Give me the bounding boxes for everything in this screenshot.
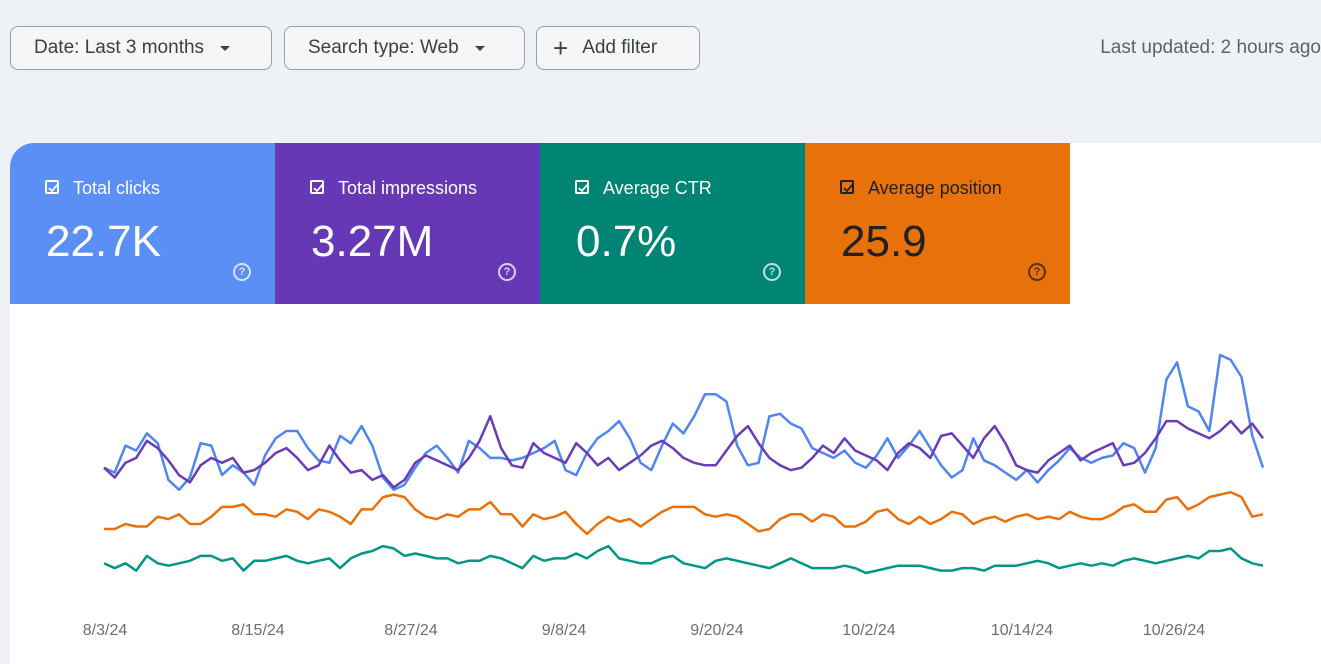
search-type-filter-button[interactable]: Search type: Web xyxy=(284,26,525,70)
search-type-filter-label: Search type: Web xyxy=(308,37,459,58)
date-filter-button[interactable]: Date: Last 3 months xyxy=(10,26,272,70)
metric-label: Average CTR xyxy=(603,178,712,198)
chevron-down-icon xyxy=(474,45,485,51)
metric-card-total-impressions[interactable]: Total impressions 3.27M? xyxy=(275,143,540,304)
help-icon[interactable]: ? xyxy=(1028,263,1046,281)
x-tick-label: 10/2/24 xyxy=(842,622,895,639)
metric-value: 3.27M xyxy=(311,217,434,266)
metric-card-average-ctr[interactable]: Average CTR 0.7%? xyxy=(540,143,805,304)
metric-card-total-clicks[interactable]: Total clicks 22.7K? xyxy=(10,143,275,304)
add-filter-button[interactable]: + Add filter xyxy=(536,26,700,70)
x-tick-label: 8/27/24 xyxy=(384,622,437,639)
x-tick-label: 8/15/24 xyxy=(231,622,284,639)
checkbox-icon[interactable] xyxy=(575,180,589,194)
chevron-down-icon xyxy=(220,45,231,51)
metric-value: 22.7K xyxy=(46,217,161,266)
checkbox-icon[interactable] xyxy=(840,180,854,194)
x-tick-label: 10/14/24 xyxy=(991,622,1053,639)
help-icon[interactable]: ? xyxy=(498,263,516,281)
series-line-average-position xyxy=(104,490,1264,536)
x-tick-label: 9/8/24 xyxy=(542,622,587,639)
metric-label: Total clicks xyxy=(73,178,161,198)
help-icon[interactable]: ? xyxy=(233,263,251,281)
metric-label: Average position xyxy=(868,178,1002,198)
series-line-average-ctr xyxy=(103,544,1264,575)
performance-chart: 8/3/24 8/15/24 8/27/24 9/8/24 9/20/24 10/2/24… xyxy=(83,353,1265,639)
help-icon[interactable]: ? xyxy=(763,263,781,281)
performance-card: Total clicks 22.7K? Total impressions 3.27M… xyxy=(10,143,1321,664)
last-updated-text: Last updated: 2 hours ago xyxy=(1100,37,1321,58)
metric-value: 0.7% xyxy=(576,217,677,266)
metric-value: 25.9 xyxy=(841,217,927,266)
x-tick-label: 9/20/24 xyxy=(690,622,743,639)
x-tick-label: 10/26/24 xyxy=(1143,622,1205,639)
checkbox-icon[interactable] xyxy=(310,180,324,194)
checkbox-icon[interactable] xyxy=(45,180,59,194)
series-line-total-impressions xyxy=(103,415,1265,489)
plus-icon: + xyxy=(553,33,569,63)
series-line-total-clicks xyxy=(103,353,1265,492)
metric-label: Total impressions xyxy=(338,178,478,198)
x-tick-label: 8/3/24 xyxy=(83,622,128,639)
date-filter-label: Date: Last 3 months xyxy=(34,37,205,58)
add-filter-label: Add filter xyxy=(582,37,658,58)
metric-card-average-position[interactable]: Average position 25.9? xyxy=(805,143,1070,304)
